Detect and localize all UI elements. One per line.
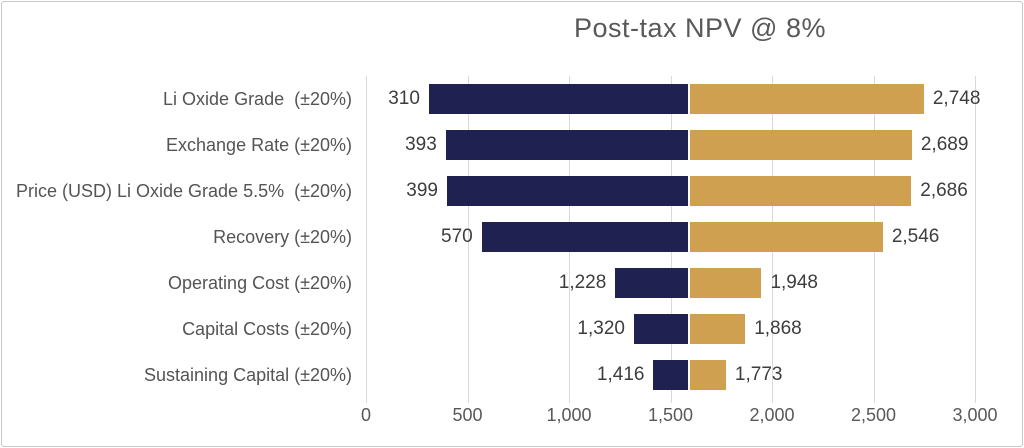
category-axis: Li Oxide Grade (±20%) Exchange Rate (±20%… — [0, 76, 352, 398]
bar-low-segment — [481, 222, 688, 252]
category-label: Sustaining Capital (±20%) — [144, 364, 352, 385]
x-tick-label: 0 — [360, 405, 371, 425]
x-tick-label: 2,500 — [850, 405, 897, 425]
x-tick-label: 500 — [452, 405, 483, 425]
gridline — [366, 76, 367, 403]
high-value-label: 2,748 — [932, 88, 981, 109]
low-value-label: 310 — [388, 88, 420, 109]
bar-low-segment — [428, 84, 688, 114]
bar-low-segment — [633, 314, 688, 344]
low-value-label: 1,228 — [558, 272, 607, 293]
low-value-label: 1,320 — [577, 318, 625, 339]
low-value-label: 393 — [405, 134, 437, 155]
high-value-label: 1,773 — [734, 364, 783, 385]
bar-low-segment — [615, 268, 688, 298]
category-label: Price (USD) Li Oxide Grade 5.5% (±20%) — [16, 180, 352, 201]
category-label: Recovery (±20%) — [213, 226, 352, 247]
x-tick-label: 3,000 — [952, 405, 998, 425]
bar-high-segment — [689, 314, 746, 344]
category-label: Exchange Rate (±20%) — [166, 134, 352, 155]
high-value-label: 2,686 — [920, 180, 968, 201]
x-axis: 0 500 1,000 1,500 2,000 2,500 3,000 — [361, 405, 998, 431]
bar-high-segment — [689, 84, 924, 114]
low-value-label: 570 — [441, 226, 473, 247]
bar-high-segment — [689, 360, 726, 390]
category-label: Capital Costs (±20%) — [182, 318, 352, 339]
x-tick-label: 1,000 — [546, 405, 592, 425]
x-tick-label: 1,500 — [647, 405, 694, 425]
bar-high-segment — [689, 176, 912, 206]
gridline — [975, 76, 976, 403]
x-tick-label: 2,000 — [749, 405, 795, 425]
plot-area: 310 2,748 393 2,689 399 2,686 570 2,546 1,228 1,9… — [366, 76, 980, 403]
high-value-label: 2,689 — [920, 134, 969, 155]
bar-low-segment — [653, 360, 688, 390]
high-value-label: 1,868 — [754, 318, 802, 339]
bar-high-segment — [689, 222, 883, 252]
gridline — [467, 76, 469, 403]
bar-low-segment — [446, 176, 688, 206]
bar-low-segment — [445, 130, 688, 160]
category-label: Operating Cost (±20%) — [168, 272, 352, 293]
chart-title: Post-tax NPV @ 8% — [574, 13, 826, 43]
low-value-label: 399 — [406, 180, 438, 201]
category-label: Li Oxide Grade (±20%) — [163, 88, 352, 109]
low-value-label: 1,416 — [596, 364, 645, 385]
high-value-label: 1,948 — [770, 272, 818, 293]
bar-high-segment — [689, 130, 912, 160]
bar-high-segment — [689, 268, 762, 298]
high-value-label: 2,546 — [891, 226, 940, 247]
